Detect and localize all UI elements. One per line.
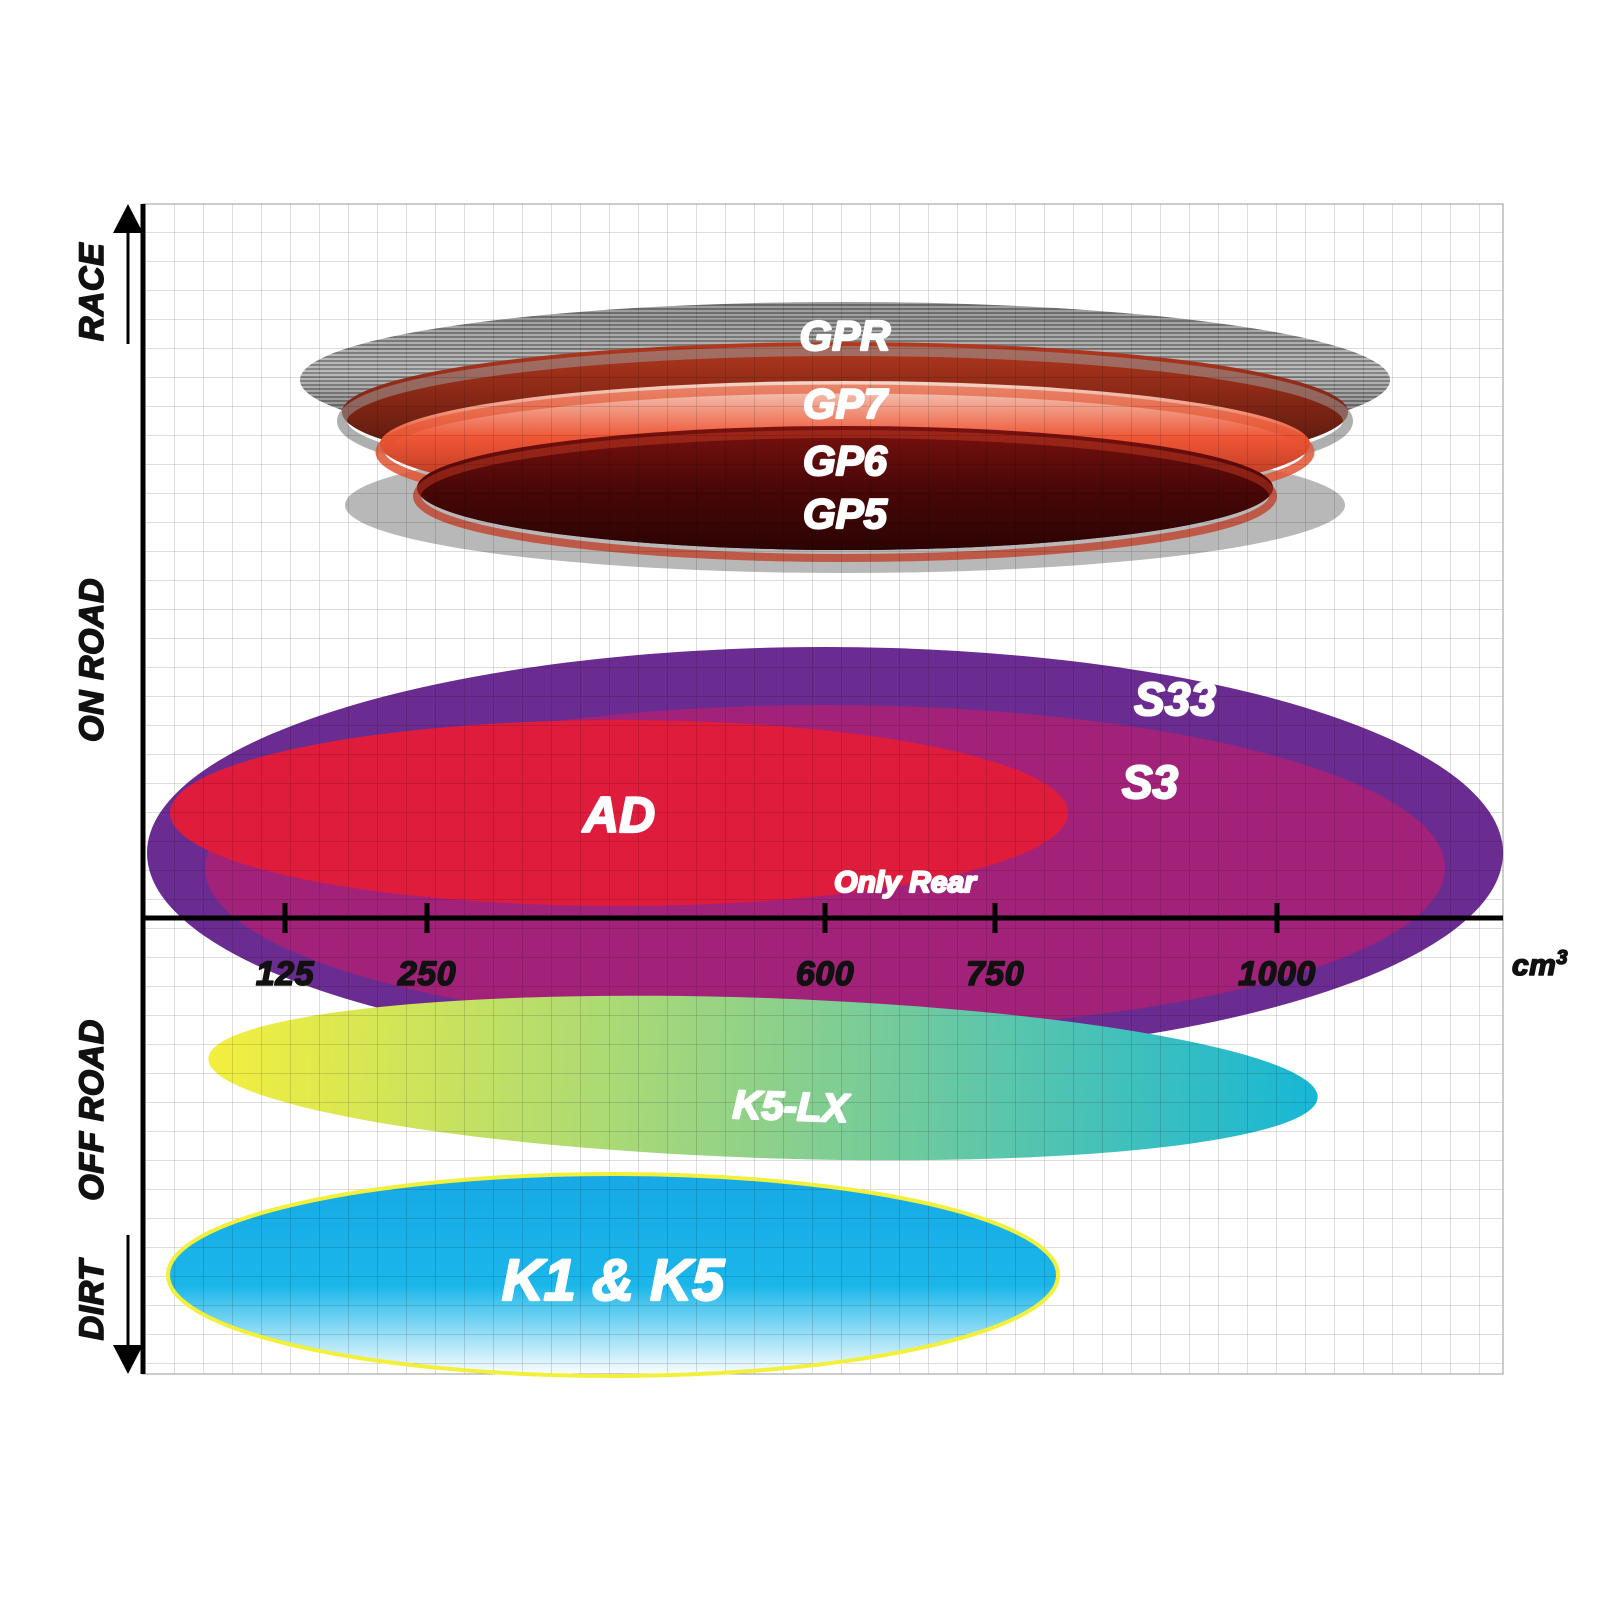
svg-text:600: 600	[796, 955, 854, 993]
svg-text:GPR: GPR	[799, 312, 891, 359]
svg-text:125: 125	[256, 955, 315, 993]
svg-text:RACE: RACE	[73, 242, 111, 341]
svg-text:AD: AD	[581, 787, 655, 843]
svg-text:S33: S33	[1134, 673, 1216, 725]
svg-text:250: 250	[397, 955, 456, 993]
svg-text:GP6: GP6	[803, 437, 888, 484]
svg-text:S3: S3	[1122, 756, 1179, 808]
svg-text:K5-LX: K5-LX	[732, 1083, 851, 1131]
svg-text:DIRT: DIRT	[73, 1257, 111, 1340]
svg-text:ON ROAD: ON ROAD	[73, 578, 111, 742]
svg-text:750: 750	[966, 955, 1024, 993]
svg-text:GP7: GP7	[803, 380, 889, 427]
svg-text:cm3: cm3	[1512, 947, 1568, 982]
svg-text:K1 & K5: K1 & K5	[502, 1248, 725, 1313]
svg-text:1000: 1000	[1238, 955, 1316, 993]
svg-text:OFF ROAD: OFF ROAD	[73, 1019, 111, 1201]
svg-text:GP5: GP5	[803, 490, 888, 537]
svg-text:Only Rear: Only Rear	[834, 866, 978, 899]
